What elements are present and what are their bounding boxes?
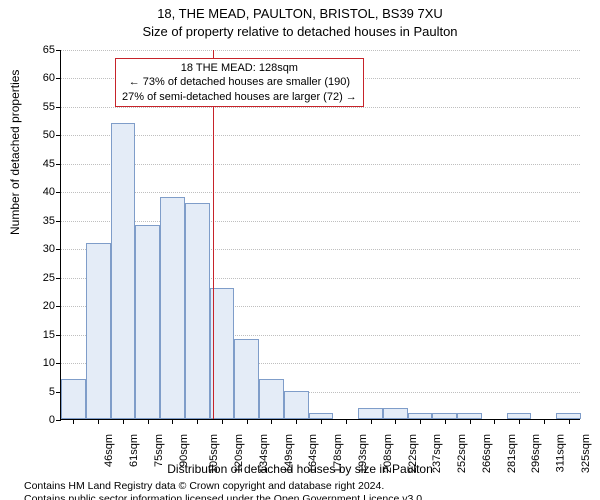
y-tick-label: 30 — [5, 243, 55, 255]
x-tick — [222, 419, 223, 424]
y-tick-label: 45 — [5, 158, 55, 170]
plot-area: 18 THE MEAD: 128sqm← 73% of detached hou… — [60, 50, 580, 420]
gridline — [61, 164, 580, 165]
x-tick-label: 296sqm — [530, 434, 542, 473]
y-tick-label: 35 — [5, 215, 55, 227]
x-tick — [247, 419, 248, 424]
x-tick-label: 208sqm — [382, 434, 394, 473]
y-tick — [56, 164, 61, 165]
x-tick — [470, 419, 471, 424]
y-tick — [56, 221, 61, 222]
x-tick — [346, 419, 347, 424]
x-tick-label: 178sqm — [332, 434, 344, 473]
x-tick — [172, 419, 173, 424]
x-tick — [494, 419, 495, 424]
y-tick-label: 20 — [5, 300, 55, 312]
y-axis-label: Number of detached properties — [8, 70, 22, 235]
histogram-bar — [135, 225, 160, 419]
x-tick — [519, 419, 520, 424]
x-tick-label: 149sqm — [283, 434, 295, 473]
y-tick-label: 40 — [5, 186, 55, 198]
y-tick — [56, 363, 61, 364]
x-tick-label: 164sqm — [308, 434, 320, 473]
y-tick-label: 55 — [5, 101, 55, 113]
gridline — [61, 50, 580, 51]
annotation-line: ← 73% of detached houses are smaller (19… — [122, 75, 357, 89]
x-tick-label: 134sqm — [258, 434, 270, 473]
y-tick-label: 25 — [5, 272, 55, 284]
x-tick-label: 237sqm — [431, 434, 443, 473]
x-tick — [420, 419, 421, 424]
y-tick — [56, 50, 61, 51]
x-tick-label: 266sqm — [481, 434, 493, 473]
histogram-bar — [86, 243, 111, 419]
y-tick — [56, 107, 61, 108]
x-tick — [197, 419, 198, 424]
chart-title-line2: Size of property relative to detached ho… — [0, 24, 600, 39]
x-tick-label: 222sqm — [407, 434, 419, 473]
x-tick — [148, 419, 149, 424]
x-tick — [123, 419, 124, 424]
annotation-box: 18 THE MEAD: 128sqm← 73% of detached hou… — [115, 58, 364, 107]
histogram-bar — [358, 408, 383, 419]
x-tick-label: 61sqm — [128, 434, 140, 467]
x-tick-label: 105sqm — [209, 434, 221, 473]
x-tick-label: 120sqm — [233, 434, 245, 473]
y-tick — [56, 278, 61, 279]
y-tick — [56, 335, 61, 336]
y-tick-label: 65 — [5, 44, 55, 56]
footer-line1: Contains HM Land Registry data © Crown c… — [24, 480, 384, 493]
x-tick — [395, 419, 396, 424]
gridline — [61, 107, 580, 108]
histogram-bar — [185, 203, 210, 419]
y-tick-label: 50 — [5, 129, 55, 141]
y-tick — [56, 78, 61, 79]
histogram-bar — [234, 339, 259, 419]
y-tick-label: 10 — [5, 357, 55, 369]
x-tick — [445, 419, 446, 424]
histogram-bar — [284, 391, 309, 419]
x-tick — [271, 419, 272, 424]
y-tick — [56, 192, 61, 193]
x-tick — [321, 419, 322, 424]
x-tick — [73, 419, 74, 424]
y-tick-label: 60 — [5, 72, 55, 84]
chart-title-line1: 18, THE MEAD, PAULTON, BRISTOL, BS39 7XU — [0, 6, 600, 21]
footer-line2: Contains public sector information licen… — [24, 493, 425, 500]
gridline — [61, 221, 580, 222]
x-tick-label: 193sqm — [357, 434, 369, 473]
gridline — [61, 192, 580, 193]
histogram-bar — [61, 379, 86, 419]
histogram-bar — [160, 197, 185, 419]
x-tick — [98, 419, 99, 424]
y-tick-label: 5 — [5, 386, 55, 398]
y-tick-label: 0 — [5, 414, 55, 426]
annotation-line: 18 THE MEAD: 128sqm — [122, 61, 357, 75]
x-tick-label: 281sqm — [506, 434, 518, 473]
x-tick-label: 75sqm — [153, 434, 165, 467]
histogram-bar — [259, 379, 284, 419]
x-tick-label: 252sqm — [456, 434, 468, 473]
x-tick-label: 90sqm — [178, 434, 190, 467]
y-tick — [56, 135, 61, 136]
x-tick — [569, 419, 570, 424]
x-tick-label: 325sqm — [580, 434, 592, 473]
x-tick — [544, 419, 545, 424]
y-tick — [56, 420, 61, 421]
x-tick-label: 46sqm — [103, 434, 115, 467]
y-tick-label: 15 — [5, 329, 55, 341]
y-tick — [56, 306, 61, 307]
histogram-bar — [111, 123, 136, 419]
gridline — [61, 135, 580, 136]
x-tick — [371, 419, 372, 424]
histogram-bar — [383, 408, 408, 419]
y-tick — [56, 249, 61, 250]
x-tick — [296, 419, 297, 424]
annotation-line: 27% of semi-detached houses are larger (… — [122, 90, 357, 104]
x-tick-label: 311sqm — [554, 434, 566, 472]
